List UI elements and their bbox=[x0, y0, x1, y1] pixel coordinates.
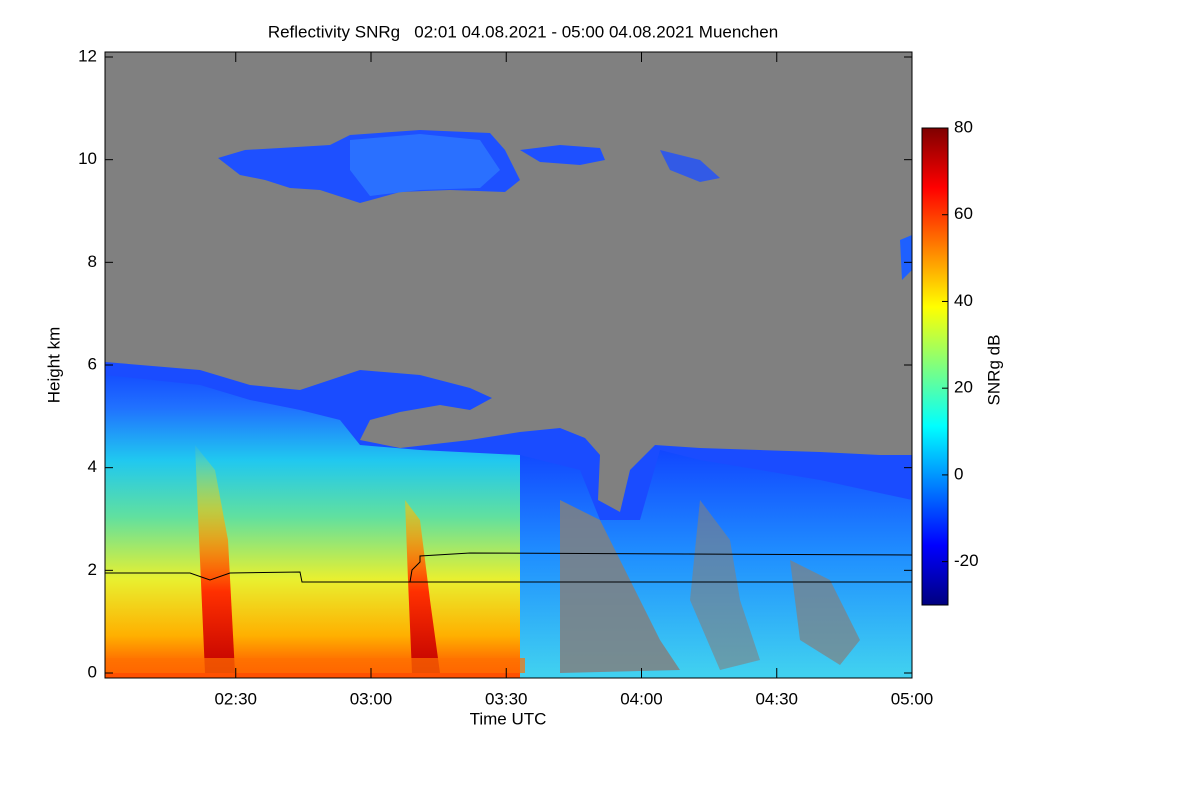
colorbar-tick-label: 80 bbox=[954, 117, 973, 136]
y-tick-label: 0 bbox=[88, 662, 97, 681]
gap bbox=[690, 500, 760, 670]
y-tick-label: 2 bbox=[88, 560, 97, 579]
x-tick-label: 05:00 bbox=[891, 689, 934, 708]
colorbar-tick-label: 0 bbox=[954, 464, 963, 483]
cloud-layer bbox=[900, 235, 912, 280]
y-tick-label: 12 bbox=[78, 46, 97, 65]
y-axis-label: Height km bbox=[44, 327, 63, 404]
x-axis-label: Time UTC bbox=[470, 709, 547, 728]
x-tick-label: 03:30 bbox=[485, 689, 528, 708]
y-tick-label: 8 bbox=[88, 252, 97, 271]
cloud-layer bbox=[520, 145, 605, 165]
colorbar-tick-label: 40 bbox=[954, 291, 973, 310]
colorbar-label: SNRg dB bbox=[984, 335, 1003, 406]
plot-area bbox=[105, 52, 912, 678]
cloud-layer bbox=[350, 134, 500, 196]
precip-streak bbox=[405, 500, 440, 673]
gap bbox=[560, 500, 680, 673]
ground-clutter bbox=[105, 658, 525, 673]
y-tick-label: 6 bbox=[88, 354, 97, 373]
cloud-layer bbox=[660, 150, 720, 182]
colorbar-tick-label: -20 bbox=[954, 551, 979, 570]
x-tick-label: 03:00 bbox=[350, 689, 393, 708]
y-tick-label: 10 bbox=[78, 149, 97, 168]
x-tick-label: 04:30 bbox=[755, 689, 798, 708]
colorbar-tick-label: 60 bbox=[954, 204, 973, 223]
chart-title: Reflectivity SNRg 02:01 04.08.2021 - 05:… bbox=[268, 22, 778, 41]
gap bbox=[790, 560, 860, 665]
colorbar-tick-label: 20 bbox=[954, 378, 973, 397]
x-tick-label: 04:00 bbox=[620, 689, 663, 708]
colorbar bbox=[921, 127, 949, 606]
y-tick-label: 4 bbox=[88, 457, 97, 476]
precip-streak bbox=[195, 445, 235, 673]
x-tick-label: 02:30 bbox=[214, 689, 257, 708]
